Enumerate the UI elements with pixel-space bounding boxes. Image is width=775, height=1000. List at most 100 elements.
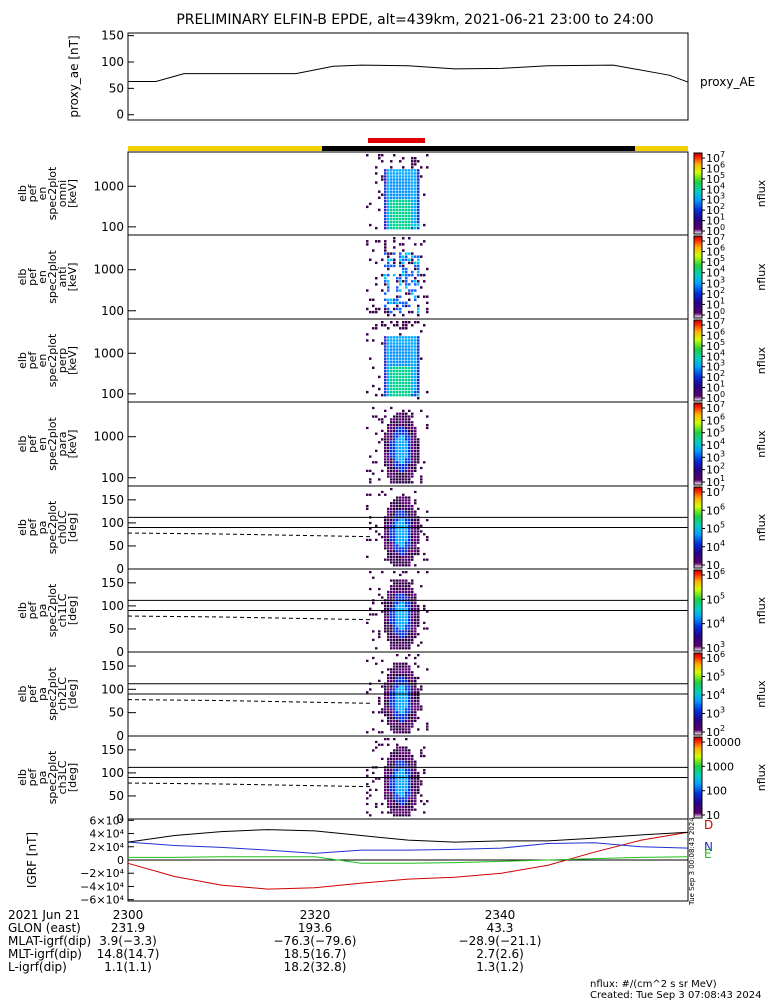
- spec_perp-cell: [396, 393, 399, 397]
- pa_ch1-cell: [375, 613, 378, 616]
- spec_anti-cell: [411, 298, 414, 301]
- spec_para-cell: [399, 441, 402, 444]
- spec_omni-cell: [408, 184, 411, 187]
- pa_ch0-cell: [390, 547, 393, 550]
- spec_perp-cell: [402, 390, 405, 394]
- pa_ch3-cell: [411, 757, 414, 761]
- spec_para-cell: [414, 452, 417, 455]
- spec_para-cell: [411, 469, 414, 472]
- spec_para-cell: [417, 446, 420, 450]
- pa_ch1-cell: [402, 633, 405, 636]
- spec_perp-cell: [402, 372, 405, 376]
- spec_omni-cell: [417, 211, 420, 215]
- pa_ch1-cell: [411, 602, 414, 605]
- pa_ch0-cell: [411, 507, 414, 511]
- spec_omni-cbar-label: 10: [706, 183, 720, 196]
- spec_perp-cell: [417, 339, 420, 342]
- spec_anti-cell: [396, 261, 399, 265]
- spec_anti-cell: [381, 273, 384, 277]
- spec_para-cell: [423, 461, 426, 464]
- pa_ch1-cell: [372, 630, 375, 633]
- pa_ch0-cell: [417, 541, 420, 544]
- pa_ch0-ytick-label: 0: [116, 562, 124, 576]
- spec_omni-cell: [423, 223, 426, 227]
- pa_ch0-cell: [408, 513, 411, 516]
- pa_ch1-cell: [405, 644, 408, 647]
- spec_anti-ylabel-line: en: [36, 270, 49, 284]
- spec_omni-cell: [417, 181, 420, 184]
- pa_ch0-cell: [402, 538, 405, 542]
- spec_anti-cell: [408, 310, 411, 314]
- spec_perp-cell: [411, 372, 414, 376]
- pa_ch2-cell: [390, 668, 393, 671]
- pa_ch3-cell: [408, 791, 411, 794]
- spec_omni-cell: [405, 211, 408, 215]
- spec_omni-cell: [387, 193, 390, 196]
- spec_perp-cell: [387, 345, 390, 348]
- pa_ch0-cell: [408, 527, 411, 530]
- spec_anti-cell: [375, 283, 378, 286]
- spec_para-cell: [387, 432, 390, 435]
- spec_perp-cells: [366, 321, 429, 400]
- proxy-ae-frame: [127, 32, 689, 121]
- pa_ch0-ylabel-line: [deg]: [66, 513, 79, 542]
- pa_ch0-cell: [396, 499, 399, 502]
- pa_ch3-cell: [405, 797, 408, 800]
- spec_para-cell: [393, 472, 396, 475]
- pa_ch1-cell: [375, 647, 378, 650]
- spec_para-cell: [420, 478, 423, 481]
- pa_ch2-cell: [414, 716, 417, 720]
- spec_omni-cell: [396, 214, 399, 218]
- pa_ch0-cell: [396, 521, 399, 525]
- spec_perp-cell: [414, 378, 417, 382]
- pa_ch2-cell: [405, 705, 408, 708]
- pa_ch3-cell: [387, 763, 390, 766]
- pa_ch0-cell: [390, 558, 393, 561]
- pa_ch3-cell: [414, 777, 417, 780]
- pa_ch0-cell: [390, 530, 393, 533]
- pa_ch3-cell: [399, 783, 402, 786]
- pa_ch2-cell: [417, 705, 420, 708]
- pa_ch2-cell: [393, 696, 396, 700]
- pa_ch1-cell: [408, 604, 411, 608]
- spec_anti-cell: [387, 264, 390, 268]
- pa_ch1-cell: [387, 635, 390, 639]
- pa_ch3-cell: [396, 788, 399, 792]
- spec_para-cell: [405, 435, 408, 438]
- spec_para-cell: [426, 424, 429, 427]
- spec_para-cell: [399, 418, 402, 421]
- spec_anti-cell: [393, 307, 396, 311]
- pa_ch2-cell: [396, 691, 399, 694]
- pa_ch1-cell: [384, 607, 387, 610]
- glon-value-2: 193.6: [298, 921, 332, 935]
- spec_anti-cell: [411, 273, 414, 277]
- pa_ch0-cell: [411, 547, 414, 550]
- pa_ch2-cell: [399, 728, 402, 731]
- pa_ch3-cell: [408, 771, 411, 775]
- pa_ch1-cell: [387, 590, 390, 594]
- spec_para-cell: [396, 446, 399, 450]
- pa_ch0-cell: [384, 524, 387, 527]
- pa_ch3-cell: [393, 785, 396, 789]
- spec_para-cbar-title: nflux: [755, 430, 768, 458]
- spec_para-cell: [411, 458, 414, 461]
- pa_ch2-cell: [387, 702, 390, 705]
- spec_para-cell: [378, 441, 381, 444]
- spec_anti-cell: [393, 280, 396, 283]
- spec_omni-cell: [423, 193, 426, 196]
- pa_ch0-cell: [405, 507, 408, 511]
- spec_omni-cell: [387, 172, 390, 175]
- pa_ch0-cell: [402, 564, 405, 567]
- pa_ch2-cell: [393, 688, 396, 691]
- pa_ch1-cell: [396, 616, 399, 619]
- pa_ch2-cell: [387, 719, 390, 722]
- spec_anti-cell: [399, 252, 402, 255]
- pa_ch2-cell: [399, 691, 402, 694]
- spec_omni-cell: [393, 205, 396, 209]
- spec_anti-cell: [390, 307, 393, 311]
- pa_ch0-cell: [387, 533, 390, 536]
- pa_ch1-cell: [384, 627, 387, 630]
- spec_perp-cell: [387, 378, 390, 382]
- pa_ch0-cell: [402, 499, 405, 502]
- spec_perp-cell: [417, 390, 420, 394]
